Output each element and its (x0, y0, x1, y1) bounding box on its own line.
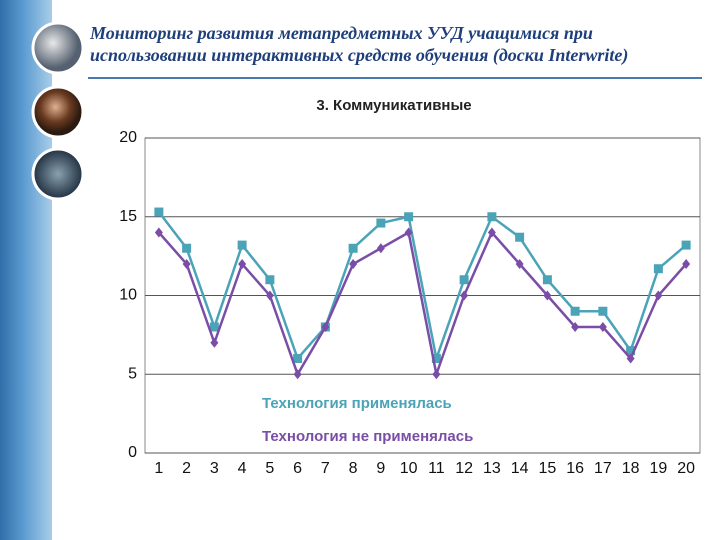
chart-title: 3. Коммуникативные (316, 97, 471, 114)
legend-entry: Технология применялась (262, 395, 452, 412)
marker (265, 290, 274, 301)
marker (210, 337, 219, 348)
y-tick-label: 10 (119, 287, 137, 304)
x-tick-label: 3 (210, 460, 219, 477)
x-tick-label: 13 (483, 460, 501, 477)
legend-entry: Технология не применялась (262, 428, 473, 445)
marker (654, 290, 663, 301)
marker (293, 369, 302, 380)
y-tick-label: 15 (119, 208, 137, 225)
marker (265, 275, 275, 285)
marker (349, 259, 358, 269)
marker (182, 243, 192, 253)
marker (376, 218, 386, 228)
marker (459, 275, 469, 285)
x-tick-label: 9 (376, 460, 385, 477)
marker (460, 290, 469, 301)
x-tick-label: 6 (293, 460, 302, 477)
marker (570, 306, 580, 316)
x-tick-label: 17 (594, 460, 612, 477)
title-rule (88, 77, 702, 79)
marker (404, 212, 414, 222)
marker (681, 240, 691, 250)
marker (293, 354, 303, 363)
marker (238, 259, 247, 269)
slide-title: Мониторинг развития метапредметных УУД у… (90, 23, 629, 65)
y-tick-label: 0 (128, 444, 137, 461)
marker (209, 322, 219, 332)
marker (432, 369, 441, 380)
marker (598, 306, 608, 316)
series-line (157, 230, 688, 379)
marker (515, 259, 524, 269)
x-tick-label: 18 (622, 460, 640, 477)
x-tick-label: 2 (182, 460, 191, 477)
x-tick-label: 8 (349, 460, 358, 477)
marker (487, 212, 497, 222)
x-tick-label: 19 (649, 460, 667, 477)
photo (31, 85, 85, 139)
marker (682, 259, 691, 269)
x-tick-label: 16 (566, 460, 584, 477)
series-line (157, 211, 687, 364)
y-tick-label: 20 (119, 129, 137, 146)
marker (431, 354, 441, 363)
x-tick-label: 10 (400, 460, 418, 477)
x-tick-label: 5 (265, 460, 274, 477)
x-tick-label: 14 (511, 460, 529, 477)
marker (154, 227, 163, 238)
marker (542, 275, 552, 285)
photo (31, 147, 85, 201)
marker (404, 227, 413, 238)
marker (515, 232, 525, 242)
marker (237, 240, 247, 250)
x-tick-label: 1 (154, 460, 163, 477)
marker (543, 290, 552, 301)
photo (31, 21, 85, 75)
x-tick-label: 7 (321, 460, 330, 477)
marker (598, 322, 607, 332)
x-tick-label: 20 (677, 460, 695, 477)
marker (348, 243, 358, 253)
marker (626, 353, 635, 364)
marker (653, 264, 663, 274)
marker (376, 243, 385, 254)
marker (571, 322, 580, 332)
marker (487, 227, 496, 238)
x-tick-label: 11 (428, 460, 445, 477)
x-tick-label: 15 (538, 460, 556, 477)
x-tick-label: 12 (455, 460, 473, 477)
x-tick-label: 4 (238, 460, 247, 477)
marker (182, 259, 191, 269)
marker (154, 207, 164, 217)
marker (626, 346, 636, 356)
marker (321, 322, 330, 332)
y-tick-label: 5 (128, 365, 137, 382)
